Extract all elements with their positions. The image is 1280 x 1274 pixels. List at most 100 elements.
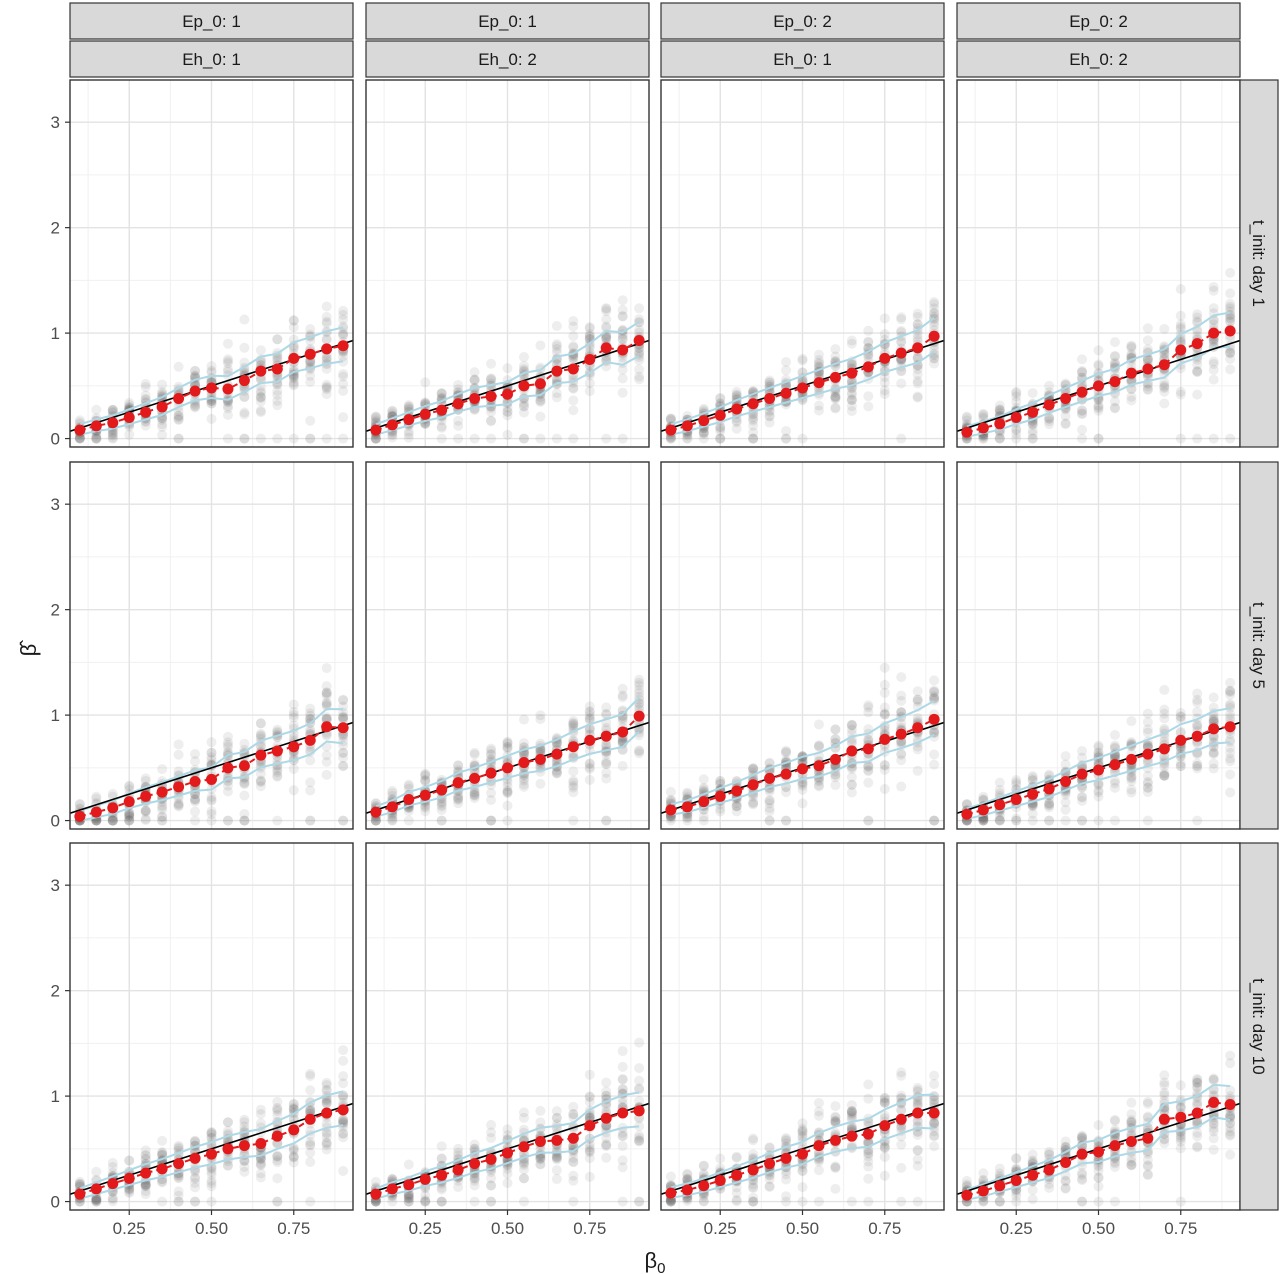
replicate-point xyxy=(222,433,233,444)
replicate-point xyxy=(715,392,726,403)
replicate-point xyxy=(107,1193,118,1204)
replicate-point xyxy=(107,1196,118,1207)
replicate-point xyxy=(1192,760,1203,771)
replicate-point xyxy=(568,331,579,342)
replicate-point xyxy=(305,324,316,335)
mean-point xyxy=(862,1128,874,1140)
facet-panel xyxy=(365,79,650,448)
replicate-point xyxy=(617,1084,628,1095)
replicate-point xyxy=(436,1196,447,1207)
replicate-point xyxy=(617,1127,628,1138)
replicate-point xyxy=(846,395,857,406)
mean-point xyxy=(928,330,940,342)
replicate-point xyxy=(436,1182,447,1193)
mean-point xyxy=(518,380,530,392)
replicate-point xyxy=(173,739,184,750)
replicate-point xyxy=(486,1180,497,1191)
replicate-point xyxy=(370,815,381,826)
replicate-point xyxy=(1011,775,1022,786)
replicate-point xyxy=(239,391,250,402)
replicate-point xyxy=(486,373,497,384)
replicate-point xyxy=(551,388,562,399)
replicate-point xyxy=(846,395,857,406)
replicate-point xyxy=(1192,760,1203,771)
replicate-point xyxy=(255,775,266,786)
replicate-point xyxy=(255,392,266,403)
replicate-point xyxy=(830,734,841,745)
replicate-point xyxy=(929,299,940,310)
mean-point xyxy=(665,424,677,436)
replicate-point xyxy=(1126,787,1137,798)
replicate-point xyxy=(1093,403,1104,414)
replicate-point xyxy=(1192,815,1203,826)
replicate-point xyxy=(929,358,940,369)
replicate-point xyxy=(1011,815,1022,826)
replicate-point xyxy=(288,1152,299,1163)
replicate-point xyxy=(453,793,464,804)
replicate-point xyxy=(978,433,989,444)
replicate-point xyxy=(469,375,480,386)
replicate-point xyxy=(568,341,579,352)
replicate-point xyxy=(929,348,940,359)
replicate-point xyxy=(535,395,546,406)
quantile-band-line xyxy=(375,730,640,818)
replicate-point xyxy=(1044,414,1055,425)
replicate-point xyxy=(863,815,874,826)
replicate-point xyxy=(107,788,118,799)
replicate-point xyxy=(551,321,562,332)
replicate-point xyxy=(601,709,612,720)
replicate-point xyxy=(1044,799,1055,810)
replicate-point xyxy=(502,1130,513,1141)
replicate-point xyxy=(846,724,857,735)
replicate-point xyxy=(239,777,250,788)
replicate-point xyxy=(1077,746,1088,757)
replicate-point xyxy=(535,1148,546,1159)
replicate-point xyxy=(830,1161,841,1172)
replicate-point xyxy=(1109,351,1120,362)
replicate-point xyxy=(338,1128,349,1139)
replicate-point xyxy=(912,1196,923,1207)
replicate-point xyxy=(929,815,940,826)
replicate-point xyxy=(912,311,923,322)
replicate-point xyxy=(1126,349,1137,360)
quantile-band-line xyxy=(670,350,935,436)
replicate-point xyxy=(387,815,398,826)
replicate-point xyxy=(715,1153,726,1164)
replicate-point xyxy=(107,815,118,826)
panel-content xyxy=(661,462,944,829)
replicate-point xyxy=(338,385,349,396)
replicate-point xyxy=(896,378,907,389)
replicate-point xyxy=(634,748,645,759)
mean-point xyxy=(961,426,973,438)
replicate-point xyxy=(403,1190,414,1201)
replicate-point xyxy=(1159,345,1170,356)
replicate-point xyxy=(1192,316,1203,327)
replicate-point xyxy=(830,1116,841,1127)
facet-panel xyxy=(660,461,945,830)
replicate-point xyxy=(830,391,841,402)
replicate-point xyxy=(239,1156,250,1167)
replicate-point xyxy=(912,333,923,344)
mean-point xyxy=(419,408,431,420)
replicate-point xyxy=(222,410,233,421)
replicate-point xyxy=(222,742,233,753)
replicate-point xyxy=(255,757,266,768)
mean-point xyxy=(731,403,743,415)
replicate-point xyxy=(1208,374,1219,385)
replicate-point xyxy=(731,415,742,426)
replicate-point xyxy=(321,389,332,400)
replicate-point xyxy=(1011,424,1022,435)
replicate-point xyxy=(190,1196,201,1207)
replicate-point xyxy=(173,410,184,421)
replicate-point xyxy=(830,1101,841,1112)
reference-line xyxy=(366,339,649,432)
replicate-point xyxy=(436,1196,447,1207)
replicate-point xyxy=(601,739,612,750)
replicate-point xyxy=(568,815,579,826)
replicate-point xyxy=(190,815,201,826)
replicate-point xyxy=(469,1196,480,1207)
replicate-point xyxy=(1044,419,1055,430)
replicate-point xyxy=(1208,433,1219,444)
replicate-point xyxy=(568,1109,579,1120)
replicate-point xyxy=(813,1196,824,1207)
